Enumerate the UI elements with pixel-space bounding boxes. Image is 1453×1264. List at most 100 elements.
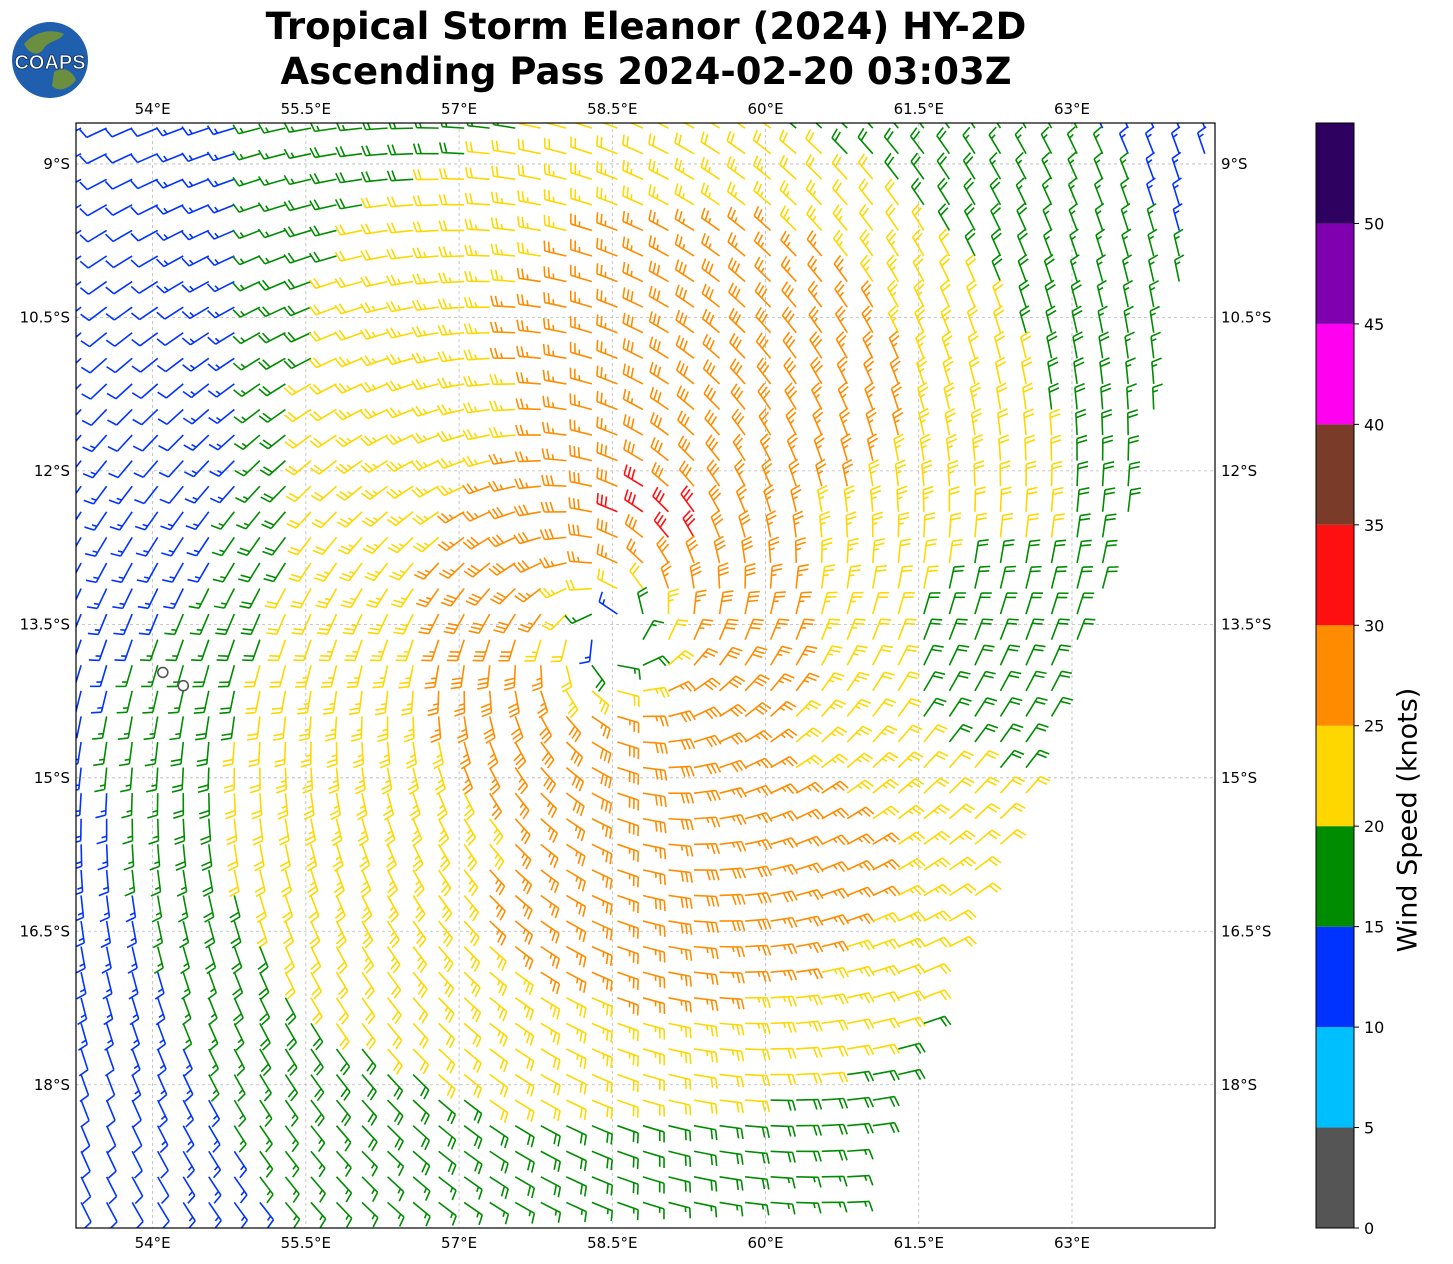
wind-barb bbox=[440, 123, 465, 129]
wind-barb bbox=[107, 408, 133, 426]
wind-barb bbox=[236, 536, 261, 557]
wind-barb bbox=[131, 1150, 143, 1179]
wind-barb bbox=[289, 588, 312, 609]
wind-barb bbox=[591, 792, 613, 814]
wind-barb bbox=[897, 831, 926, 845]
wind-barb bbox=[412, 920, 427, 948]
wind-barb bbox=[76, 536, 82, 548]
lat-tick-label-right: 18°S bbox=[1221, 1076, 1257, 1094]
wind-barb bbox=[756, 357, 772, 385]
wind-barb bbox=[360, 171, 388, 183]
wind-barb bbox=[923, 565, 939, 589]
wind-barb bbox=[1171, 151, 1182, 180]
wind-barb bbox=[846, 886, 875, 898]
wind-barb bbox=[334, 276, 363, 289]
wind-barb bbox=[569, 367, 593, 385]
wind-barb bbox=[617, 792, 640, 811]
wind-barb bbox=[233, 1023, 245, 1051]
wind-barb bbox=[832, 179, 848, 206]
wind-barb bbox=[318, 639, 338, 662]
wind-barb bbox=[438, 1176, 457, 1201]
wind-barb bbox=[367, 613, 389, 635]
wind-barb bbox=[1099, 123, 1104, 129]
wind-barb bbox=[98, 869, 110, 897]
wind-barb bbox=[728, 307, 746, 334]
wind-barb bbox=[870, 485, 882, 512]
wind-barb bbox=[437, 272, 465, 284]
wind-barb bbox=[225, 793, 237, 820]
wind-barb bbox=[996, 408, 1009, 436]
wind-barb bbox=[181, 126, 210, 136]
wind-barb bbox=[169, 716, 185, 741]
wind-barb bbox=[170, 741, 185, 767]
wind-barb bbox=[770, 1047, 797, 1059]
wind-barb bbox=[642, 869, 666, 886]
wind-barb bbox=[79, 255, 108, 269]
wind-barb bbox=[1127, 435, 1140, 461]
wind-barb bbox=[130, 152, 159, 164]
wind-barb bbox=[1016, 202, 1028, 231]
colorbar-bin bbox=[1316, 926, 1354, 1028]
wind-barb bbox=[85, 536, 108, 558]
wind-barb bbox=[1043, 228, 1053, 257]
wind-barb bbox=[251, 793, 263, 820]
wind-barb bbox=[642, 792, 667, 808]
wind-barb bbox=[438, 946, 454, 973]
wind-barb bbox=[233, 408, 261, 424]
wind-barb bbox=[463, 971, 481, 998]
wind-barb bbox=[337, 536, 363, 555]
wind-barb bbox=[701, 308, 721, 334]
wind-barb bbox=[923, 750, 949, 769]
wind-barb bbox=[412, 843, 424, 872]
wind-barb bbox=[464, 218, 490, 232]
wind-barb bbox=[360, 408, 388, 420]
wind-barb bbox=[159, 485, 184, 505]
wind-barb bbox=[309, 173, 337, 185]
wind-barb bbox=[601, 123, 618, 129]
wind-barb bbox=[1025, 775, 1051, 794]
wind-barb bbox=[1072, 331, 1084, 359]
wind-barb bbox=[418, 613, 440, 635]
wind-barb bbox=[412, 869, 425, 898]
wind-barb bbox=[129, 997, 140, 1026]
wind-barb bbox=[122, 818, 134, 845]
wind-barb bbox=[974, 539, 989, 564]
wind-barb bbox=[463, 920, 480, 947]
wind-barb bbox=[719, 1176, 744, 1191]
wind-barb bbox=[148, 818, 160, 845]
wind-barb bbox=[871, 538, 885, 564]
wind-barb bbox=[897, 644, 919, 666]
wind-barb bbox=[769, 645, 793, 666]
wind-barb bbox=[617, 817, 640, 837]
wind-barb bbox=[385, 434, 414, 446]
wind-barb bbox=[1124, 123, 1129, 129]
wind-barb bbox=[334, 895, 346, 924]
wind-barb bbox=[342, 613, 363, 635]
wind-barb bbox=[693, 1201, 718, 1218]
wind-barb bbox=[259, 1074, 272, 1102]
wind-barb bbox=[284, 1150, 300, 1178]
wind-barb bbox=[872, 805, 900, 820]
wind-barb bbox=[821, 834, 850, 846]
wind-barb bbox=[642, 997, 666, 1015]
wind-barb bbox=[386, 1048, 403, 1075]
wind-barb bbox=[872, 1043, 901, 1055]
wind-barb bbox=[208, 408, 235, 425]
wind-barb bbox=[335, 1099, 352, 1127]
wind-barb bbox=[518, 123, 541, 129]
wind-barb bbox=[310, 971, 323, 1000]
wind-barb bbox=[386, 946, 401, 974]
wind-barb bbox=[259, 1022, 271, 1051]
wind-barb bbox=[182, 1099, 195, 1128]
wind-barb bbox=[675, 360, 695, 385]
wind-barb bbox=[944, 123, 951, 129]
wind-barb bbox=[491, 139, 516, 155]
wind-barb bbox=[1092, 126, 1104, 155]
wind-barb bbox=[999, 592, 1018, 615]
wind-barb bbox=[489, 818, 504, 846]
wind-barb bbox=[313, 562, 338, 582]
wind-barb bbox=[728, 282, 746, 308]
wind-barb bbox=[76, 204, 82, 209]
wind-barb bbox=[310, 1022, 324, 1051]
wind-barb bbox=[156, 306, 184, 320]
